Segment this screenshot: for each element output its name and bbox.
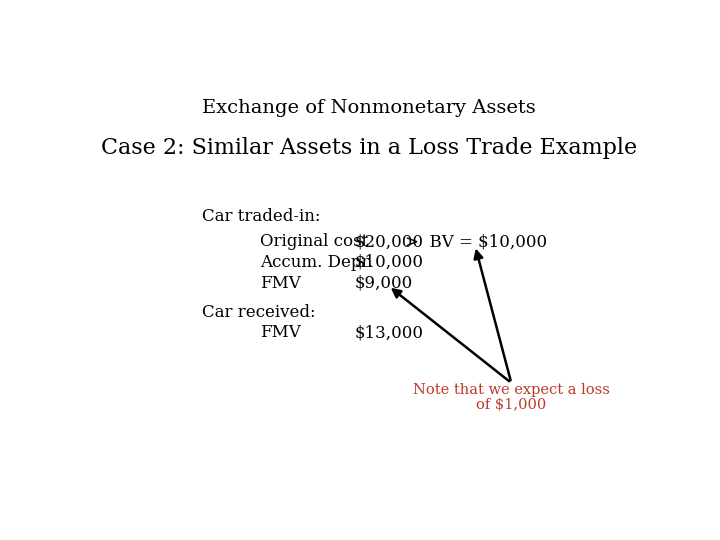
Text: Case 2: Similar Assets in a Loss Trade Example: Case 2: Similar Assets in a Loss Trade E…: [101, 137, 637, 159]
Text: Accum. Depr.: Accum. Depr.: [260, 254, 373, 271]
Text: Car received:: Car received:: [202, 303, 315, 321]
Text: of $1,000: of $1,000: [476, 398, 546, 412]
Text: Original cost: Original cost: [260, 233, 369, 250]
Text: $13,000: $13,000: [355, 325, 424, 341]
Text: FMV: FMV: [260, 325, 301, 341]
Text: Exchange of Nonmonetary Assets: Exchange of Nonmonetary Assets: [202, 99, 536, 118]
Text: Car traded-in:: Car traded-in:: [202, 208, 320, 225]
Text: FMV: FMV: [260, 275, 301, 292]
Text: $20,000: $20,000: [355, 233, 424, 250]
Text: >  BV = $10,000: > BV = $10,000: [405, 233, 547, 250]
Text: $10,000: $10,000: [355, 254, 424, 271]
Text: Note that we expect a loss: Note that we expect a loss: [413, 383, 610, 397]
Text: $9,000: $9,000: [355, 275, 413, 292]
